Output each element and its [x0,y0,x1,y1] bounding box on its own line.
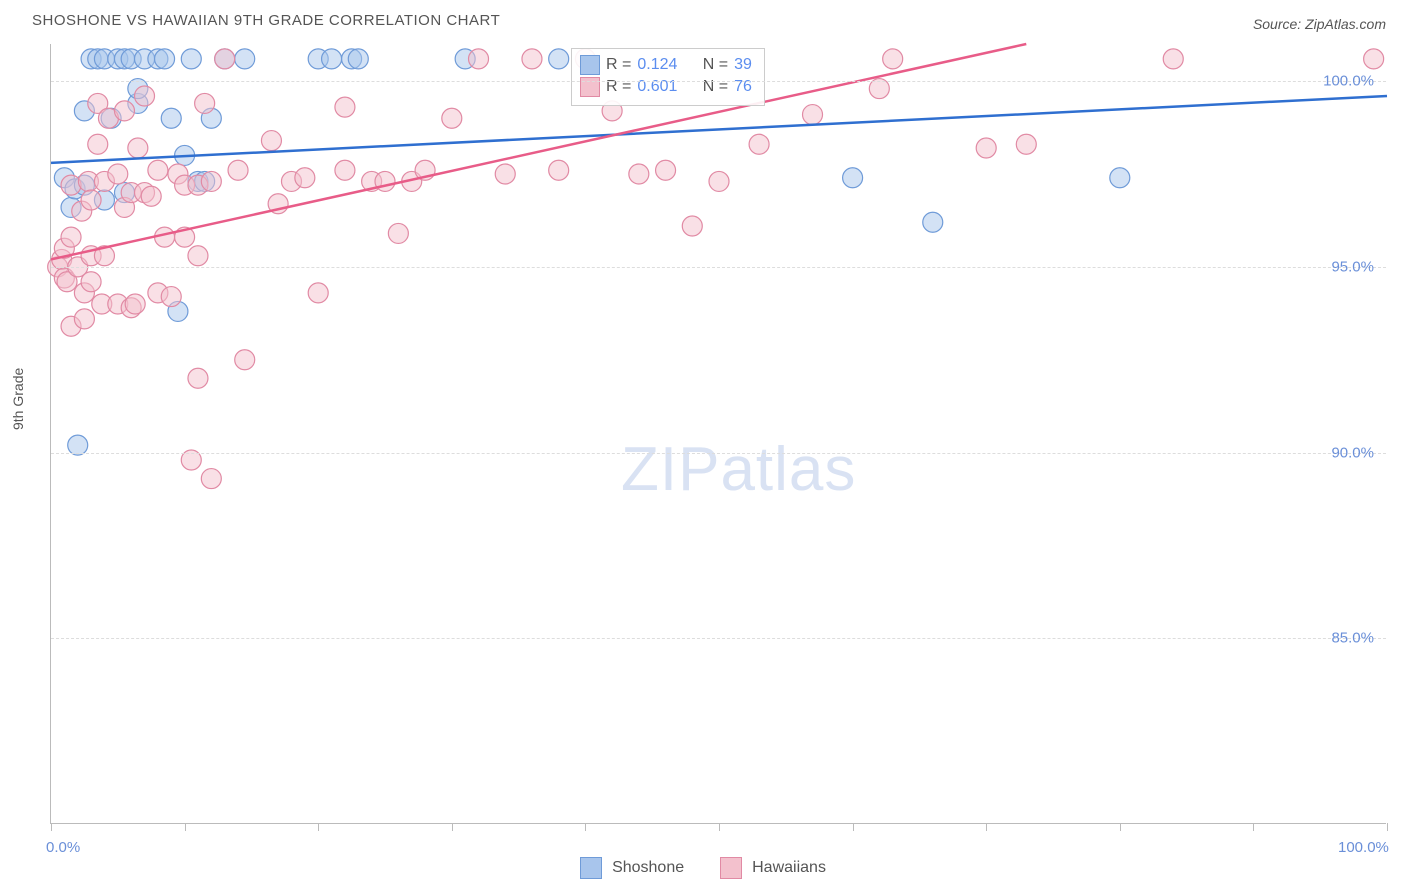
scatter-point [135,86,155,106]
r-label: R = [606,56,631,74]
source-attribution: Source: ZipAtlas.com [1253,16,1386,32]
scatter-point [709,171,729,191]
scatter-point [261,131,281,151]
y-tick-label: 85.0% [1331,630,1374,647]
scatter-point [215,49,235,69]
scatter-plot-svg [51,44,1386,823]
y-tick-label: 100.0% [1323,73,1374,90]
scatter-point [114,101,134,121]
scatter-point [1364,49,1384,69]
legend-item: Hawaiians [720,857,826,879]
scatter-point [125,294,145,314]
gridline [51,638,1386,639]
scatter-point [549,49,569,69]
y-tick-label: 95.0% [1331,258,1374,275]
legend-swatch [580,857,602,879]
scatter-point [656,160,676,180]
x-tick-label: 0.0% [46,839,80,856]
scatter-point [335,97,355,117]
x-tick [1387,823,1388,831]
legend-swatch [720,857,742,879]
scatter-point [181,49,201,69]
gridline [51,453,1386,454]
x-tick [452,823,453,831]
scatter-point [61,175,81,195]
scatter-point [88,134,108,154]
scatter-point [843,168,863,188]
stats-swatch [580,55,600,75]
scatter-point [108,164,128,184]
x-tick [51,823,52,831]
scatter-point [201,171,221,191]
r-value: 0.124 [637,56,677,74]
scatter-point [61,227,81,247]
n-label: N = [703,56,728,74]
scatter-point [1163,49,1183,69]
scatter-point [803,105,823,125]
correlation-stats-box: R = 0.124 N = 39R = 0.601 N = 76 [571,48,765,106]
scatter-point [81,190,101,210]
legend-item: Shoshone [580,857,684,879]
scatter-point [201,469,221,489]
scatter-point [549,160,569,180]
scatter-point [348,49,368,69]
scatter-point [682,216,702,236]
scatter-point [74,309,94,329]
x-tick [853,823,854,831]
scatter-point [388,223,408,243]
gridline [51,81,1386,82]
trend-line [51,96,1387,163]
legend: Shoshone Hawaiians [0,857,1406,884]
scatter-point [322,49,342,69]
scatter-point [81,272,101,292]
x-tick [719,823,720,831]
y-tick-label: 90.0% [1331,444,1374,461]
scatter-point [1016,134,1036,154]
scatter-point [442,108,462,128]
y-axis-label: 9th Grade [10,368,26,430]
scatter-point [749,134,769,154]
scatter-point [195,93,215,113]
scatter-point [188,246,208,266]
scatter-point [161,108,181,128]
x-tick [1253,823,1254,831]
scatter-point [235,350,255,370]
scatter-point [629,164,649,184]
scatter-point [228,160,248,180]
stats-row: R = 0.601 N = 76 [580,77,752,97]
scatter-point [155,49,175,69]
stats-swatch [580,77,600,97]
chart-plot-area: ZIPatlas R = 0.124 N = 39R = 0.601 N = 7… [50,44,1386,824]
legend-label: Hawaiians [752,859,826,877]
scatter-point [141,186,161,206]
scatter-point [308,283,328,303]
scatter-point [235,49,255,69]
stats-row: R = 0.124 N = 39 [580,55,752,75]
scatter-point [188,368,208,388]
x-tick [1120,823,1121,831]
scatter-point [883,49,903,69]
scatter-point [1110,168,1130,188]
scatter-point [469,49,489,69]
scatter-point [161,287,181,307]
scatter-point [295,168,315,188]
chart-title: SHOSHONE VS HAWAIIAN 9TH GRADE CORRELATI… [32,12,500,29]
scatter-point [128,138,148,158]
x-tick-label: 100.0% [1338,839,1389,856]
x-tick [585,823,586,831]
scatter-point [335,160,355,180]
n-value: 39 [734,56,752,74]
scatter-point [976,138,996,158]
scatter-point [923,212,943,232]
scatter-point [522,49,542,69]
legend-label: Shoshone [612,859,684,877]
x-tick [185,823,186,831]
x-tick [318,823,319,831]
trend-line [51,44,1026,259]
gridline [51,267,1386,268]
scatter-point [148,160,168,180]
scatter-point [495,164,515,184]
x-tick [986,823,987,831]
